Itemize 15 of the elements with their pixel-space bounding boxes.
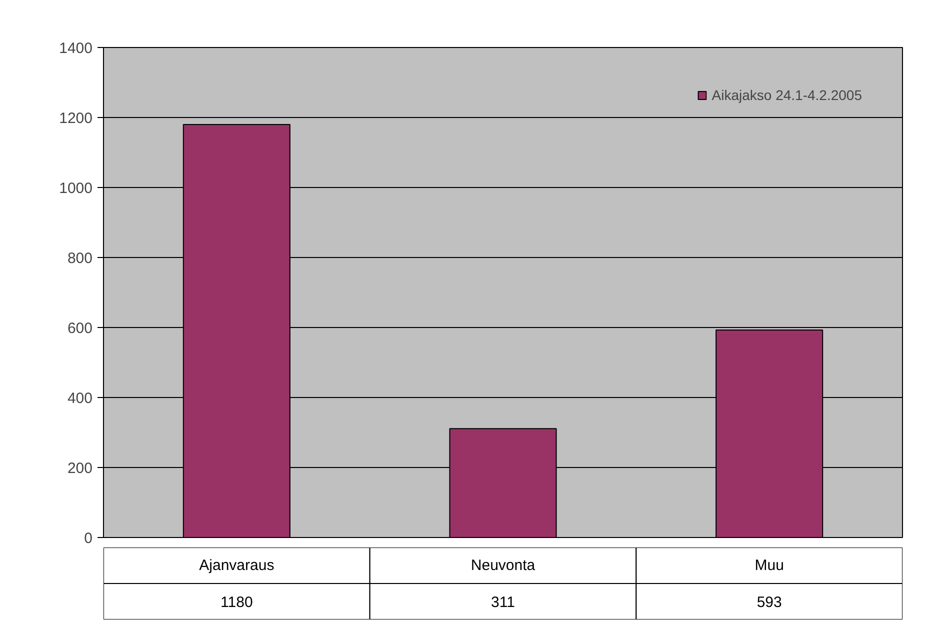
- y-tick-label: 600: [67, 320, 93, 337]
- y-tick-label: 1000: [59, 180, 93, 197]
- y-tick-label: 400: [67, 390, 93, 407]
- y-tick-label: 1400: [59, 40, 93, 57]
- x-tick-label: Ajanvaraus: [199, 557, 274, 574]
- data-label: 593: [756, 594, 782, 611]
- data-label: 311: [491, 594, 515, 611]
- data-label: 1180: [220, 594, 253, 611]
- x-tick-label: Neuvonta: [470, 557, 536, 574]
- legend-label: Aikajakso 24.1-4.2.2005: [712, 87, 862, 103]
- y-tick-label: 200: [67, 460, 93, 477]
- y-tick-label: 0: [84, 530, 92, 547]
- x-tick-label: Muu: [754, 557, 784, 574]
- y-tick-label: 800: [67, 250, 93, 267]
- y-tick-label: 1200: [59, 110, 93, 127]
